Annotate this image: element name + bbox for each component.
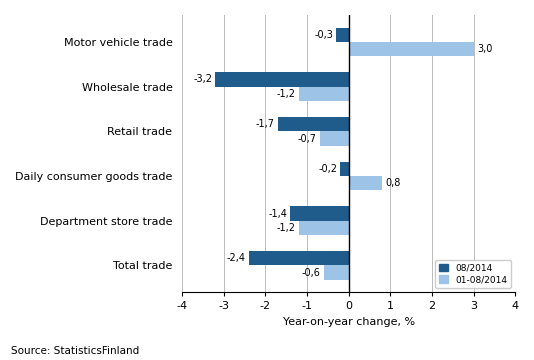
Bar bbox=[290, 207, 349, 221]
Text: 3,0: 3,0 bbox=[477, 44, 492, 54]
Bar bbox=[215, 72, 349, 87]
Bar bbox=[336, 28, 349, 42]
Bar bbox=[320, 131, 349, 146]
Text: -0,3: -0,3 bbox=[314, 30, 333, 40]
X-axis label: Year-on-year change, %: Year-on-year change, % bbox=[282, 317, 415, 327]
Bar bbox=[299, 87, 349, 101]
Text: -0,6: -0,6 bbox=[302, 267, 320, 278]
Legend: 08/2014, 01-08/2014: 08/2014, 01-08/2014 bbox=[435, 260, 511, 288]
Bar bbox=[341, 162, 349, 176]
Bar bbox=[349, 42, 474, 56]
Bar bbox=[324, 265, 349, 280]
Text: -3,2: -3,2 bbox=[193, 75, 212, 85]
Bar bbox=[249, 251, 349, 265]
Text: -1,7: -1,7 bbox=[256, 119, 274, 129]
Bar bbox=[299, 221, 349, 235]
Text: -1,2: -1,2 bbox=[277, 223, 295, 233]
Bar bbox=[349, 176, 382, 190]
Text: -0,7: -0,7 bbox=[297, 134, 316, 144]
Bar bbox=[278, 117, 349, 131]
Text: -2,4: -2,4 bbox=[226, 253, 246, 264]
Text: Source: StatisticsFinland: Source: StatisticsFinland bbox=[11, 346, 139, 356]
Text: -1,4: -1,4 bbox=[268, 209, 287, 219]
Text: 0,8: 0,8 bbox=[386, 178, 401, 188]
Text: -1,2: -1,2 bbox=[277, 89, 295, 99]
Text: -0,2: -0,2 bbox=[318, 164, 337, 174]
